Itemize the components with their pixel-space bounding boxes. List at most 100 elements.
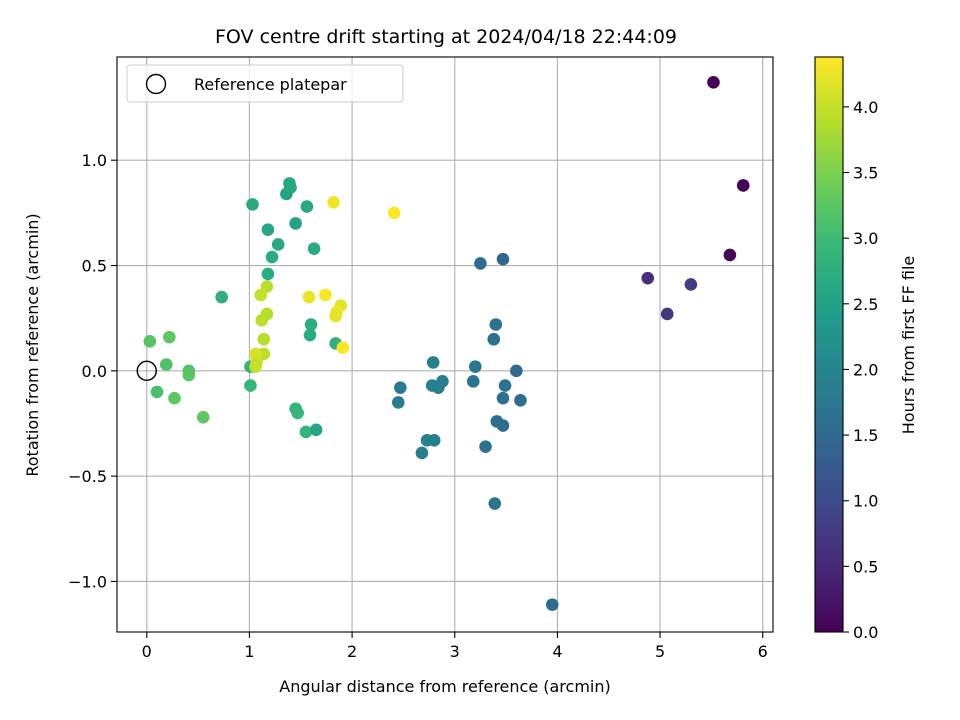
data-point-15 [496,391,510,405]
colorbar-tick-label-3: 1.5 [853,426,878,445]
data-point-13 [498,379,512,392]
x-tick-label-5: 5 [655,642,665,661]
data-point-53 [159,358,173,371]
grid [117,57,773,632]
reference-marker [136,360,157,382]
data-point-43 [303,328,317,342]
data-point-2 [723,248,737,262]
data-point-70 [255,313,269,327]
data-point-0 [707,75,720,89]
data-point-47 [291,406,304,420]
data-point-20 [545,598,559,611]
data-point-19 [488,497,502,510]
colorbar-tick-label-1: 0.5 [853,557,878,576]
colorbar-gradient [815,57,843,632]
x-tick-label-3: 3 [450,642,460,661]
data-point-26 [391,396,405,409]
legend: Reference platepar [126,64,404,103]
data-point-7 [474,257,487,270]
data-point-9 [487,332,501,346]
data-point-37 [271,238,285,251]
data-point-28 [427,434,441,447]
plot-frame [116,56,774,633]
chart-title: FOV centre drift starting at 2024/04/18 … [215,26,677,48]
colorbar: 0.0 0.5 1.0 1.5 2.0 2.5 3.0 3.5 4.0 Hours from f… [814,56,918,642]
data-point-24 [432,381,445,394]
colorbar-tick-label-5: 2.5 [853,295,878,314]
data-point-58 [196,410,210,424]
data-point-10 [510,364,523,378]
colorbar-tick-label-2: 1.0 [853,492,878,511]
y-axis-label: Rotation from reference (arcmin) [23,213,42,476]
data-point-12 [466,375,480,388]
data-point-62 [319,288,332,302]
data-point-40 [261,267,275,281]
y-tick-label-3: 0.5 [82,257,107,276]
colorbar-tick-label-0: 0.0 [853,623,878,642]
data-point-66 [336,341,350,354]
colorbar-tick-label-4: 2.0 [853,360,878,379]
y-tick-label-0: −1.0 [68,572,107,591]
data-point-5 [660,307,674,321]
data-point-32 [280,187,293,201]
colorbar-tick-label-8: 4.0 [853,98,878,117]
data-points [143,75,750,611]
data-point-51 [143,335,157,348]
data-point-59 [327,196,340,209]
data-point-57 [168,391,181,405]
data-point-52 [163,330,176,344]
data-point-61 [302,290,316,304]
data-point-71 [257,332,271,346]
data-point-41 [215,290,229,304]
x-axis-label: Angular distance from reference (arcmin) [279,677,610,696]
reference-platepar-marker [136,360,157,382]
data-point-33 [246,198,259,211]
x-axis-ticks: 0 1 2 3 4 5 6 [142,632,768,661]
data-point-8 [489,318,503,331]
data-point-6 [496,252,510,266]
data-point-39 [265,250,279,264]
data-point-1 [736,179,750,192]
x-tick-label-1: 1 [244,642,254,661]
colorbar-ticks: 0.0 0.5 1.0 1.5 2.0 2.5 3.0 3.5 4.0 [843,98,878,642]
data-point-75 [249,360,262,373]
data-point-3 [641,271,655,285]
colorbar-tick-label-7: 3.5 [853,164,878,183]
data-point-50 [244,379,257,392]
x-tick-label-2: 2 [347,642,357,661]
x-tick-label-0: 0 [142,642,152,661]
data-point-14 [514,394,527,407]
x-tick-label-6: 6 [758,642,768,661]
data-point-42 [304,318,318,331]
data-point-25 [394,381,407,394]
data-point-60 [387,206,401,220]
data-point-11 [468,360,482,373]
data-point-34 [300,200,314,213]
data-point-4 [684,278,698,291]
data-point-21 [426,356,440,369]
legend-marker-reference [145,73,167,95]
data-point-56 [150,385,164,399]
y-axis-ticks: −1.0 −0.5 0.0 0.5 1.0 [68,151,117,591]
colorbar-tick-label-6: 3.0 [853,229,878,248]
colorbar-label: Hours from first FF file [899,256,918,435]
data-point-18 [479,440,492,453]
data-point-17 [496,419,510,432]
y-tick-label-4: 1.0 [82,151,107,170]
legend-box [126,64,404,103]
data-point-38 [307,242,321,255]
data-point-48 [299,425,313,439]
data-point-35 [289,217,302,230]
data-point-55 [182,368,196,382]
data-point-65 [329,309,342,323]
data-point-36 [261,223,275,237]
legend-label-reference: Reference platepar [194,75,347,94]
data-point-49 [309,423,323,437]
y-tick-label-1: −0.5 [68,467,107,486]
x-tick-label-4: 4 [552,642,562,661]
y-tick-label-2: 0.0 [82,362,107,381]
data-point-29 [415,446,429,460]
colorbar-frame [814,56,844,633]
data-point-68 [254,288,268,302]
